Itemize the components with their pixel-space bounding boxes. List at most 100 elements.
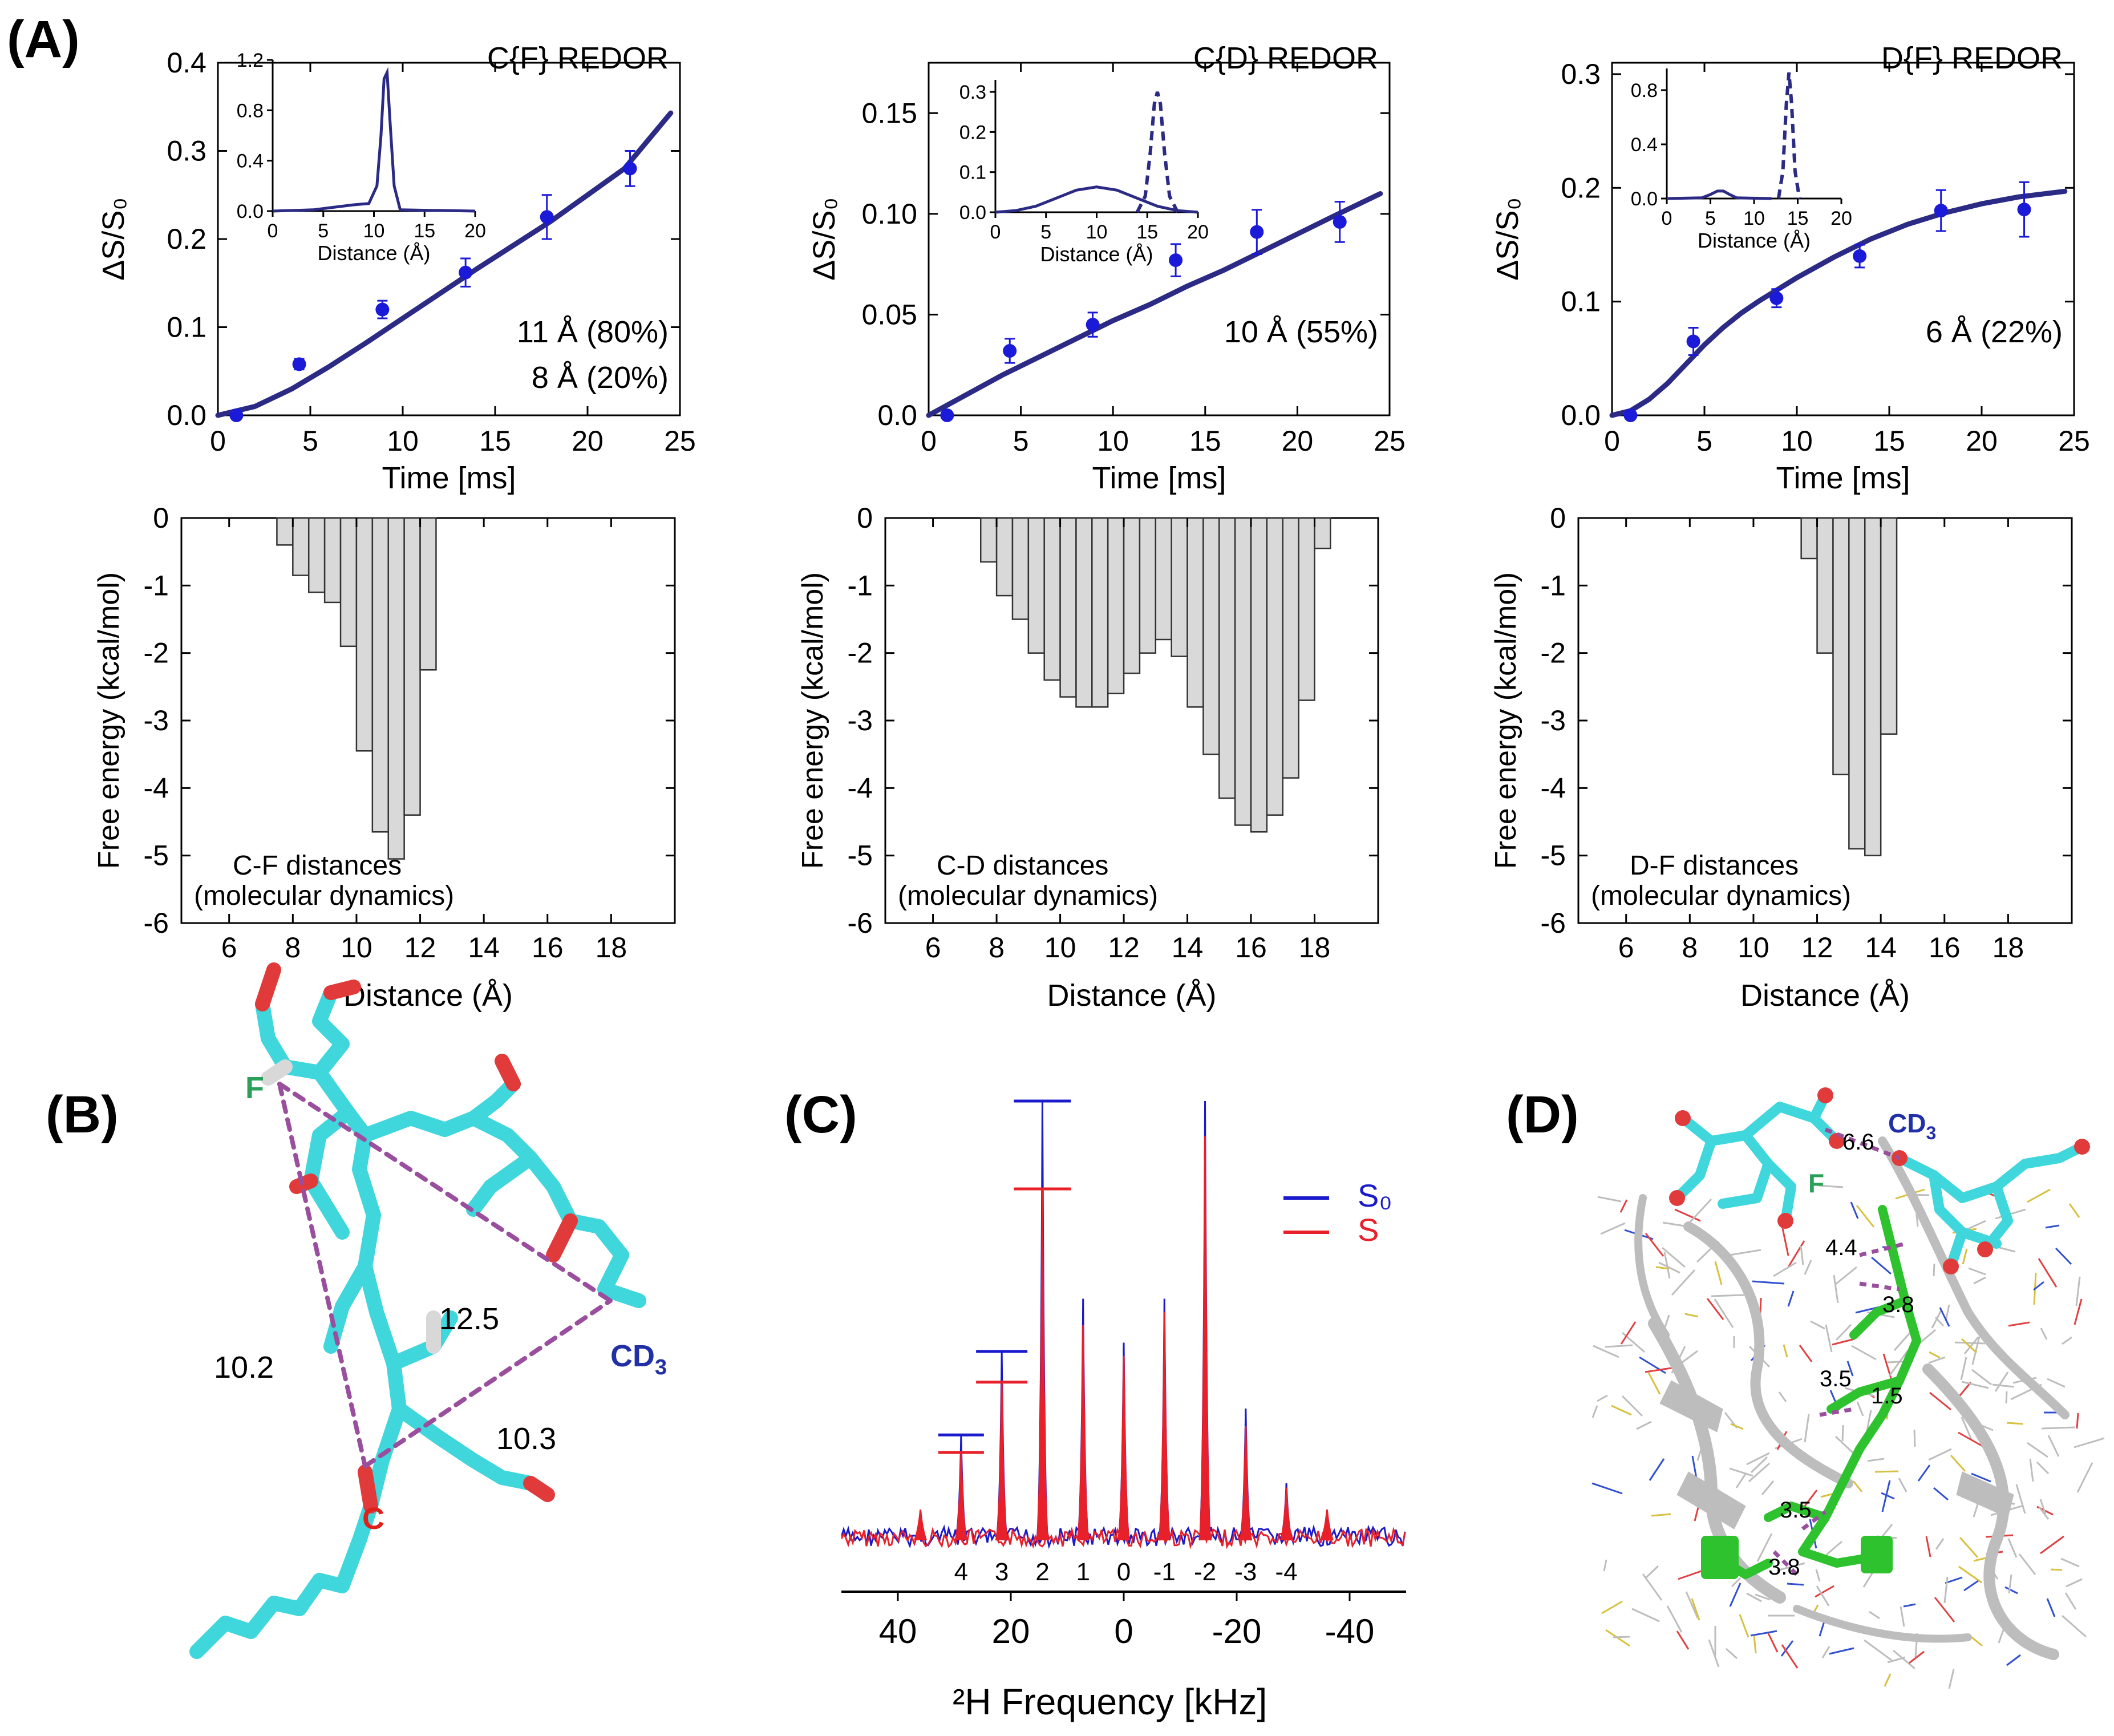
side-chain-wire bbox=[1958, 1431, 1986, 1449]
fluorine-label: F bbox=[245, 1071, 264, 1105]
fit-curve bbox=[1609, 188, 2068, 418]
side-chain-wire bbox=[1647, 1372, 1661, 1395]
y-tick-label: -4 bbox=[848, 772, 873, 804]
energy-bar bbox=[1282, 517, 1299, 779]
side-chain-wire bbox=[1787, 1583, 1804, 1586]
x-axis-label: Time [ms] bbox=[382, 461, 516, 495]
x-tick-label: -40 bbox=[1325, 1612, 1375, 1650]
side-chain-wire bbox=[1943, 1576, 1949, 1604]
y-tick-label: 0.3 bbox=[167, 135, 206, 167]
energy-bar bbox=[1043, 517, 1061, 681]
energy-bar bbox=[1218, 517, 1236, 799]
energy-bar bbox=[1027, 517, 1045, 654]
data-point bbox=[623, 161, 637, 176]
energy-bar bbox=[979, 517, 998, 563]
side-chain-wire bbox=[1597, 1394, 1608, 1402]
inset-x-tick-label: 15 bbox=[1787, 208, 1809, 229]
side-chain-wire bbox=[1750, 1630, 1777, 1637]
energy-bar bbox=[1011, 517, 1030, 620]
data-point bbox=[292, 357, 306, 371]
inset-y-tick-label: 0.2 bbox=[959, 122, 986, 143]
data-point bbox=[1934, 204, 1948, 218]
y-tick-label: -5 bbox=[1541, 840, 1566, 872]
y-tick-label: -1 bbox=[1541, 569, 1566, 601]
side-chain-wire bbox=[1691, 1598, 1700, 1621]
energy-bar bbox=[1171, 517, 1188, 657]
side-chain-wire bbox=[1925, 1536, 1931, 1557]
inset-y-tick-label: 0.0 bbox=[1631, 188, 1658, 210]
free-energy-plot-cd: Distance (Å) Free energy (kcal/mol) C-D … bbox=[796, 502, 1379, 1013]
side-chain-wire bbox=[1829, 1647, 1854, 1655]
y-tick-label: 0.2 bbox=[167, 223, 206, 255]
x-tick-label: -20 bbox=[1212, 1612, 1262, 1650]
side-chain-wire bbox=[1928, 1356, 1946, 1364]
x-tick-label: 14 bbox=[1865, 932, 1897, 964]
energy-bar bbox=[1155, 517, 1172, 641]
side-chain-wire bbox=[1960, 1357, 1967, 1381]
free-energy-plot-cf: Distance (Å) Free energy (kcal/mol) C-F … bbox=[92, 502, 676, 1013]
fit-annotation: 10 Å (55%) bbox=[1224, 315, 1378, 349]
y-axis-label: ΔS/S₀ bbox=[96, 197, 131, 281]
inset-y-tick-label: 0.4 bbox=[237, 151, 264, 172]
sideband-label: 1 bbox=[1076, 1558, 1090, 1586]
side-chain-wire bbox=[1816, 1585, 1830, 1606]
x-tick-label: 6 bbox=[925, 932, 941, 964]
x-tick-label: 18 bbox=[596, 932, 627, 964]
data-point bbox=[1623, 408, 1638, 422]
side-chain-wire bbox=[1815, 1585, 1834, 1598]
side-chain-wire bbox=[1611, 1405, 1632, 1416]
inset-y-tick-label: 0.3 bbox=[959, 82, 986, 103]
y-tick-label: -3 bbox=[144, 705, 169, 737]
legend: S₀ S bbox=[1283, 1177, 1392, 1248]
inset-x-tick-label: 5 bbox=[1705, 208, 1716, 229]
y-tick-label: -6 bbox=[848, 907, 873, 939]
inset-x-tick-label: 20 bbox=[1187, 221, 1209, 243]
side-chain-wire bbox=[2066, 1578, 2083, 1588]
inset-y-tick-label: 0.8 bbox=[237, 100, 264, 122]
energy-bar bbox=[371, 517, 389, 833]
x-tick-label: 25 bbox=[664, 425, 696, 457]
x-tick-label: 8 bbox=[989, 932, 1005, 964]
side-chain-wire bbox=[1851, 1345, 1877, 1361]
side-chain-wire bbox=[1821, 1646, 1830, 1658]
inset-y-tick-label: 0.1 bbox=[959, 162, 986, 184]
y-tick-label: -4 bbox=[1541, 772, 1566, 804]
side-chain-wire bbox=[1958, 1565, 1982, 1584]
inset-x-tick-label: 10 bbox=[1743, 208, 1765, 229]
x-tick-label: 0 bbox=[1604, 425, 1620, 457]
sideband-label: -4 bbox=[1275, 1558, 1298, 1586]
side-chain-wire bbox=[1739, 1614, 1749, 1638]
side-chain-wire bbox=[1913, 1429, 1916, 1447]
distance-label: 3.8 bbox=[1882, 1292, 1914, 1317]
side-chain-wire bbox=[1752, 1280, 1785, 1285]
side-chain-wire bbox=[1893, 1649, 1915, 1670]
side-chain-wire bbox=[1935, 1538, 1945, 1550]
side-chain-wire bbox=[1881, 1492, 1895, 1500]
y-axis-label: Free energy (kcal/mol) bbox=[92, 572, 125, 869]
x-tick-label: 16 bbox=[532, 932, 564, 964]
side-chain-wire bbox=[1864, 1639, 1892, 1661]
side-chain-wire bbox=[1832, 1338, 1855, 1346]
side-chain-wire bbox=[1746, 1452, 1770, 1466]
y-tick-label: 0.05 bbox=[862, 298, 917, 330]
side-chain-wire bbox=[1729, 1467, 1753, 1477]
side-chain-wire bbox=[1600, 1222, 1626, 1235]
chart-title: C{D} REDOR bbox=[1193, 41, 1378, 75]
side-chain-wire bbox=[1729, 1249, 1761, 1256]
side-chain-wire bbox=[1631, 1608, 1660, 1622]
side-chain-wire bbox=[2040, 1328, 2048, 1340]
distances-annotation: (molecular dynamics) bbox=[194, 881, 454, 911]
inset-distribution-dashed bbox=[1135, 91, 1180, 213]
y-tick-label: 0.1 bbox=[1561, 286, 1601, 318]
side-chain-wire bbox=[2075, 1276, 2081, 1306]
side-chain-wire bbox=[2038, 1258, 2058, 1288]
y-tick-label: 0.0 bbox=[167, 399, 206, 431]
y-tick-label: 0 bbox=[153, 502, 169, 534]
side-chain-wire bbox=[1882, 1353, 1893, 1381]
x-tick-label: 8 bbox=[285, 932, 301, 964]
inset-distribution-solid bbox=[1666, 189, 1772, 200]
panel-label-a: (A) bbox=[7, 10, 80, 68]
distance-label: 3.5 bbox=[1820, 1366, 1852, 1391]
side-chain-wire bbox=[1917, 1464, 1931, 1482]
x-tick-label: 18 bbox=[1992, 932, 2024, 964]
